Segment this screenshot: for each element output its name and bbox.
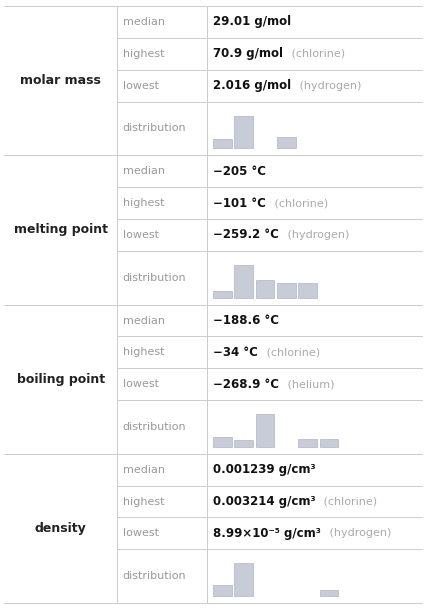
Text: 29.01 g/mol: 29.01 g/mol: [213, 15, 291, 29]
Text: (helium): (helium): [284, 379, 334, 389]
Text: (hydrogen): (hydrogen): [284, 230, 349, 240]
Text: 8.99×10⁻⁵ g/cm³: 8.99×10⁻⁵ g/cm³: [213, 527, 321, 540]
Text: melting point: melting point: [14, 224, 108, 237]
Text: median: median: [123, 316, 165, 325]
Text: distribution: distribution: [123, 422, 186, 432]
Text: (hydrogen): (hydrogen): [296, 81, 361, 91]
Bar: [234, 116, 253, 148]
Text: −259.2 °C: −259.2 °C: [213, 229, 279, 241]
Text: lowest: lowest: [123, 81, 159, 91]
Text: distribution: distribution: [123, 572, 186, 581]
Bar: [320, 590, 339, 596]
Text: −205 °C: −205 °C: [213, 165, 266, 178]
Bar: [256, 280, 274, 297]
Bar: [234, 265, 253, 297]
Text: (chlorine): (chlorine): [288, 49, 345, 59]
Text: 0.003214 g/cm³: 0.003214 g/cm³: [213, 495, 316, 508]
Text: 2.016 g/mol: 2.016 g/mol: [213, 79, 291, 92]
Bar: [320, 439, 339, 447]
Text: (chlorine): (chlorine): [271, 198, 328, 208]
Text: (chlorine): (chlorine): [262, 347, 320, 358]
Text: boiling point: boiling point: [17, 373, 105, 385]
Text: median: median: [123, 17, 165, 27]
Text: median: median: [123, 166, 165, 176]
Text: distribution: distribution: [123, 273, 186, 283]
Bar: [298, 439, 317, 447]
Text: 70.9 g/mol: 70.9 g/mol: [213, 47, 283, 60]
Text: −101 °C: −101 °C: [213, 196, 266, 210]
Bar: [213, 437, 232, 447]
Text: highest: highest: [123, 497, 164, 506]
Text: molar mass: molar mass: [20, 74, 101, 87]
Text: median: median: [123, 465, 165, 475]
Bar: [256, 414, 274, 447]
Text: −188.6 °C: −188.6 °C: [213, 314, 279, 327]
Bar: [213, 139, 232, 148]
Text: lowest: lowest: [123, 230, 159, 240]
Text: highest: highest: [123, 198, 164, 208]
Text: (hydrogen): (hydrogen): [325, 528, 391, 539]
Text: highest: highest: [123, 347, 164, 358]
Bar: [298, 283, 317, 297]
Text: density: density: [35, 522, 86, 535]
Text: lowest: lowest: [123, 379, 159, 389]
Bar: [234, 564, 253, 596]
Text: −268.9 °C: −268.9 °C: [213, 378, 279, 390]
Text: highest: highest: [123, 49, 164, 59]
Text: lowest: lowest: [123, 528, 159, 539]
Text: 0.001239 g/cm³: 0.001239 g/cm³: [213, 463, 316, 476]
Bar: [213, 291, 232, 297]
Text: −34 °C: −34 °C: [213, 346, 258, 359]
Bar: [234, 440, 253, 447]
Bar: [277, 283, 296, 297]
Bar: [213, 585, 232, 596]
Bar: [277, 137, 296, 148]
Text: distribution: distribution: [123, 123, 186, 133]
Text: (chlorine): (chlorine): [320, 497, 377, 506]
